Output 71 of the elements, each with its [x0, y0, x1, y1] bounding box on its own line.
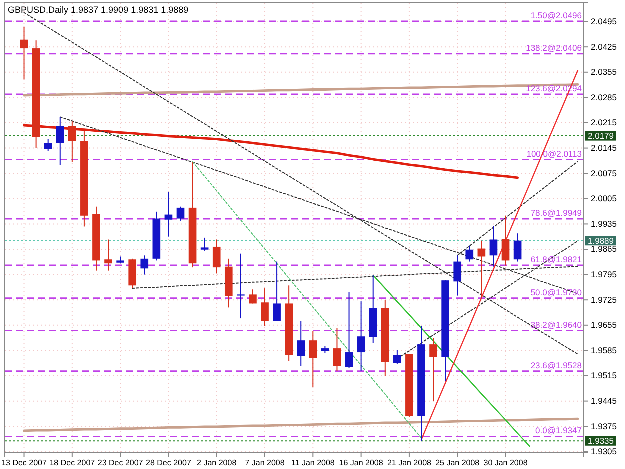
x-tick-label: 18 Dec 2007	[50, 458, 96, 468]
y-tick-label: 1.9515	[591, 370, 618, 381]
ref-line-label: 50.0@1.9730	[530, 287, 582, 298]
candlestick	[466, 245, 474, 262]
candlestick	[237, 253, 245, 320]
ref-line-label: 1.9889	[588, 236, 614, 246]
candlestick	[261, 288, 269, 327]
candlestick	[490, 226, 498, 268]
y-tick-label: 2.0005	[591, 194, 618, 204]
candlestick	[44, 138, 52, 152]
y-tick-label: 2.0425	[591, 42, 618, 52]
ref-line-label: 38.2@1.9640	[530, 320, 582, 330]
y-tick-label: 1.9305	[591, 446, 618, 457]
candlestick	[309, 331, 318, 388]
candlestick	[454, 255, 462, 296]
y-tick-label: 1.9865	[591, 244, 618, 254]
ref-line-label: 61.8@1.9821	[530, 254, 582, 264]
x-tick-label: 16 Jan 2008	[339, 458, 384, 468]
ref-line-label: 78.6@1.9949	[530, 208, 582, 218]
candlestick	[56, 116, 64, 166]
candlestick	[140, 255, 149, 276]
x-tick-label: 2 Jan 2008	[197, 458, 238, 468]
y-tick-label: 1.9585	[591, 345, 618, 356]
y-tick-label: 1.9375	[591, 421, 618, 432]
candlestick	[212, 239, 221, 274]
candlestick	[297, 320, 306, 367]
y-tick-label: 2.0075	[591, 168, 618, 178]
y-tick-label: 1.9935	[591, 218, 618, 229]
candlestick	[249, 289, 257, 304]
candlestick	[333, 328, 342, 372]
candlestick	[273, 261, 281, 322]
ref-line-label: 1.9335	[588, 436, 614, 446]
x-tick-label: 28 Dec 2007	[146, 458, 192, 468]
y-tick-label: 2.0285	[591, 92, 618, 102]
y-tick-label: 2.0215	[591, 118, 618, 128]
ref-line-label: 23.6@1.9528	[530, 360, 582, 370]
y-tick-label: 2.0145	[591, 143, 618, 154]
line-series	[23, 124, 519, 180]
y-tick-label: 1.9655	[591, 320, 618, 330]
x-tick-label: 11 Jan 2008	[291, 458, 336, 468]
candlestick	[20, 26, 28, 80]
ref-line-label: 0.0@1.9347	[536, 426, 582, 436]
candlestick	[345, 292, 354, 369]
candlestick	[430, 338, 438, 402]
candlestick	[514, 233, 522, 262]
line-series	[192, 162, 422, 439]
candlestick	[357, 301, 366, 372]
x-tick-label: 23 Dec 2007	[98, 458, 144, 468]
x-tick-label: 21 Jan 2008	[387, 458, 432, 468]
x-tick-label: 7 Jan 2008	[245, 458, 286, 468]
candlestick	[164, 192, 173, 238]
x-tick-label: 13 Dec 2007	[2, 458, 48, 468]
line-series	[372, 274, 530, 448]
x-tick-label: 30 Jan 2008	[484, 458, 528, 468]
ref-line-label: 2.0179	[588, 131, 614, 142]
ref-line-label: 1.50@2.0496	[530, 10, 582, 20]
y-tick-label: 1.9795	[591, 270, 618, 280]
y-tick-label: 2.0355	[591, 67, 618, 78]
ref-line-label: 138.2@2.0406	[526, 42, 582, 53]
chart-title: GBPUSD,Daily 1.9837 1.9909 1.9831 1.9889	[8, 5, 189, 15]
candlestick	[68, 121, 76, 163]
candlestick	[200, 237, 209, 252]
y-tick-label: 1.9725	[591, 294, 618, 305]
y-tick-label: 1.9445	[591, 396, 618, 406]
x-tick-label: 25 Jan 2008	[436, 458, 480, 468]
y-tick-label: 2.0495	[591, 16, 618, 27]
candlestick	[104, 239, 112, 272]
candlestick	[176, 206, 185, 222]
candlestick	[478, 240, 486, 300]
candlestick	[394, 350, 402, 365]
candlestick	[502, 215, 510, 266]
